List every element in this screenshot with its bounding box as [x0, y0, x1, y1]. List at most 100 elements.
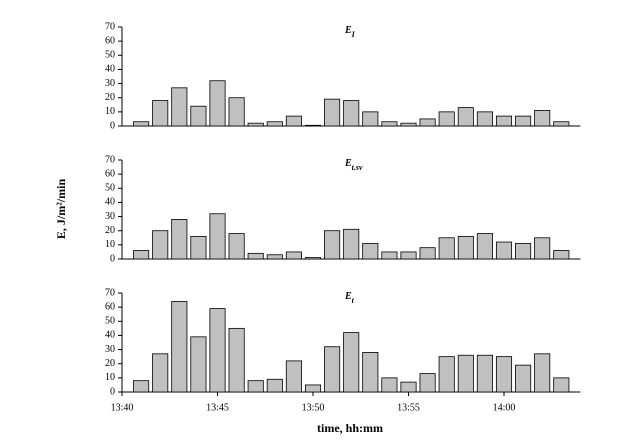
- y-tick-label: 30: [105, 78, 115, 89]
- bar: [419, 247, 436, 260]
- y-tick-label: 30: [105, 211, 115, 222]
- y-tick-label: 20: [105, 358, 115, 369]
- bar: [457, 107, 474, 127]
- bar: [438, 237, 455, 260]
- bar: [152, 353, 169, 393]
- bar: [400, 122, 417, 127]
- y-tick-label: 0: [110, 120, 115, 131]
- bar: [171, 301, 188, 393]
- bar: [362, 243, 379, 260]
- panel-title-main: E: [344, 25, 352, 36]
- bar: [209, 308, 226, 393]
- bar: [266, 378, 283, 393]
- bar: [381, 251, 398, 260]
- y-tick-label: 0: [110, 253, 115, 264]
- bar: [381, 377, 398, 393]
- panel-title-main: E: [344, 158, 352, 169]
- bar: [495, 241, 513, 260]
- bar: [171, 87, 188, 127]
- x-tick-label: 13:50: [302, 402, 325, 413]
- bar: [190, 105, 207, 127]
- bar: [457, 354, 474, 393]
- bar: [209, 80, 226, 127]
- bar: [324, 346, 341, 393]
- bar: [476, 354, 493, 393]
- x-tick-label: 13:40: [111, 402, 134, 413]
- y-tick-label: 50: [105, 316, 115, 327]
- bar: [304, 257, 322, 260]
- bar: [152, 100, 169, 127]
- panel-title-main: E: [344, 291, 352, 302]
- bar: [476, 233, 493, 260]
- bar: [133, 121, 150, 127]
- y-tick-label: 40: [105, 330, 115, 341]
- bar: [515, 243, 532, 260]
- x-tick-label: 13:45: [206, 402, 229, 413]
- bar: [381, 121, 398, 127]
- y-tick-label: 20: [105, 225, 115, 236]
- bar: [362, 351, 379, 393]
- bar: [343, 228, 360, 260]
- bar: [324, 230, 341, 260]
- bar: [553, 121, 570, 127]
- bar: [190, 235, 207, 260]
- bar: [534, 110, 551, 127]
- y-tick-label: 70: [105, 154, 115, 165]
- x-axis-label: time, hh:mm: [317, 421, 383, 435]
- y-tick-label: 40: [105, 197, 115, 208]
- bar: [419, 118, 436, 127]
- bar: [285, 251, 302, 260]
- y-tick-label: 10: [105, 372, 115, 383]
- panel-title-sub: I: [351, 30, 356, 39]
- bar: [304, 124, 322, 127]
- bar: [515, 115, 532, 127]
- y-tick-label: 70: [105, 287, 115, 298]
- y-tick-label: 60: [105, 168, 115, 179]
- bar: [228, 233, 245, 260]
- bar: [133, 250, 150, 260]
- bar: [152, 230, 169, 260]
- bar: [495, 356, 513, 393]
- bar: [343, 100, 360, 127]
- bar: [553, 377, 570, 393]
- bar: [476, 111, 493, 127]
- y-tick-label: 50: [105, 183, 115, 194]
- x-tick-label: 13:55: [397, 402, 420, 413]
- y-tick-label: 0: [110, 386, 115, 397]
- bar: [534, 237, 551, 260]
- bar: [190, 336, 207, 393]
- bar: [266, 254, 283, 260]
- y-tick-label: 50: [105, 50, 115, 61]
- y-axis-label: E, J/m²/min: [54, 179, 68, 240]
- bar: [304, 384, 322, 393]
- bar: [534, 353, 551, 393]
- y-tick-label: 60: [105, 301, 115, 312]
- y-tick-label: 20: [105, 92, 115, 103]
- y-tick-label: 70: [105, 21, 115, 32]
- bar: [324, 98, 341, 127]
- bar: [438, 356, 455, 393]
- y-tick-label: 60: [105, 35, 115, 46]
- bar: [438, 111, 455, 127]
- bar: [400, 381, 417, 393]
- y-tick-label: 10: [105, 106, 115, 117]
- panel-title: EI: [344, 25, 356, 39]
- panel-title-sub: t.sv: [352, 163, 363, 172]
- bar: [400, 251, 417, 260]
- bar: [171, 218, 188, 260]
- y-tick-label: 10: [105, 239, 115, 250]
- bar: [343, 332, 360, 393]
- bar: [133, 380, 150, 393]
- bar: [285, 360, 302, 393]
- bar: [419, 373, 436, 393]
- y-tick-label: 40: [105, 64, 115, 75]
- bar: [228, 327, 245, 393]
- bar: [209, 213, 226, 260]
- bar: [362, 111, 379, 127]
- panel-title: Et.sv: [344, 158, 363, 172]
- bar: [553, 250, 570, 260]
- panel-title-sub: t: [352, 296, 355, 305]
- panel-title: Et: [344, 291, 355, 305]
- y-tick-label: 30: [105, 344, 115, 355]
